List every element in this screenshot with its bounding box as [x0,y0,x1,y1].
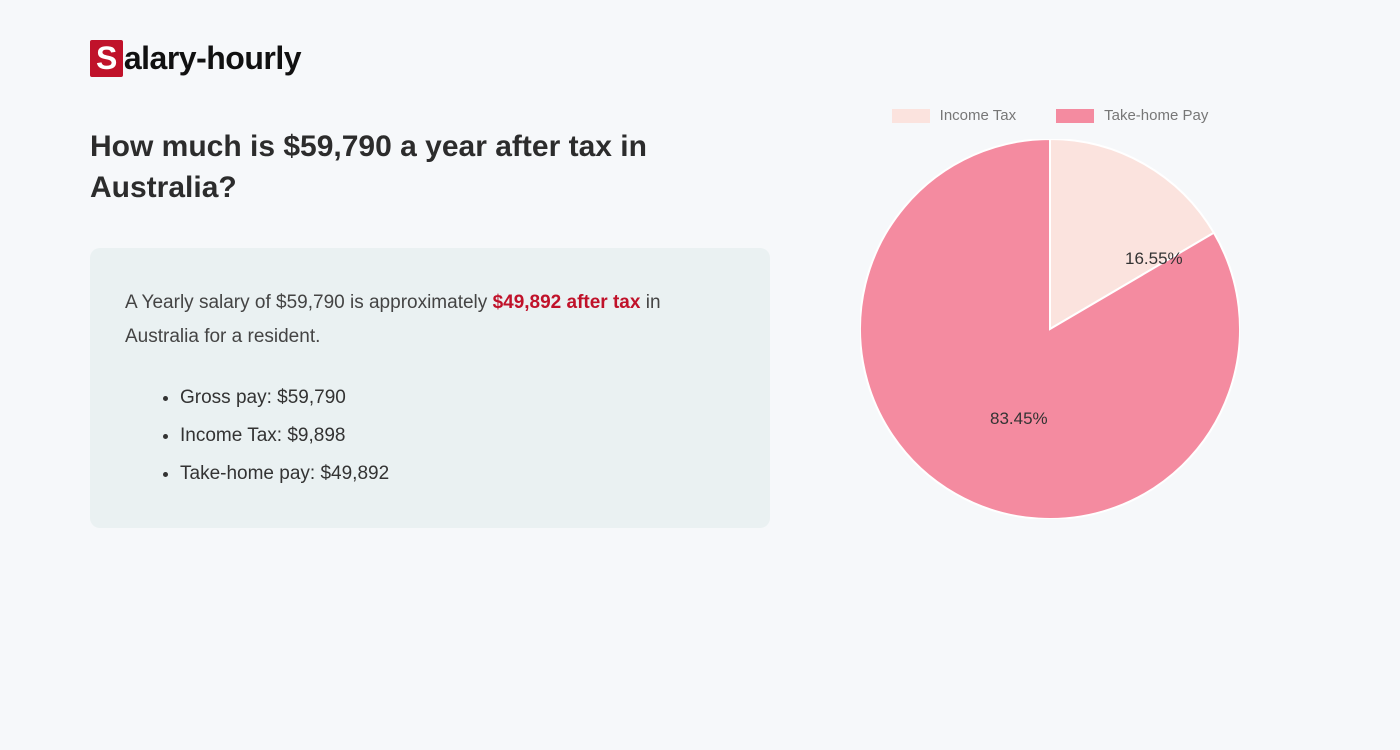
list-item: Take-home pay: $49,892 [180,455,735,493]
chart-column: Income Tax Take-home Pay 16.55% 83.45% [830,107,1270,519]
pie-chart: 16.55% 83.45% [860,139,1240,519]
list-item: Gross pay: $59,790 [180,379,735,417]
legend-label: Income Tax [940,107,1016,124]
summary-box: A Yearly salary of $59,790 is approximat… [90,248,770,528]
slice-label-takehome: 83.45% [990,409,1048,429]
legend-item: Income Tax [892,107,1016,124]
left-column: How much is $59,790 a year after tax in … [90,127,770,528]
summary-before: A Yearly salary of $59,790 is approximat… [125,292,493,313]
chart-legend: Income Tax Take-home Pay [892,107,1209,124]
logo-rest: alary-hourly [124,40,301,76]
summary-highlight: $49,892 after tax [493,292,641,313]
logo-initial: S [90,40,123,77]
summary-list: Gross pay: $59,790 Income Tax: $9,898 Ta… [125,379,735,493]
legend-swatch [1056,109,1094,123]
site-logo: Salary-hourly [90,40,1310,77]
legend-swatch [892,109,930,123]
legend-item: Take-home Pay [1056,107,1208,124]
legend-label: Take-home Pay [1104,107,1208,124]
page-title: How much is $59,790 a year after tax in … [90,127,770,208]
summary-text: A Yearly salary of $59,790 is approximat… [125,286,735,354]
slice-label-tax: 16.55% [1125,249,1183,269]
list-item: Income Tax: $9,898 [180,417,735,455]
